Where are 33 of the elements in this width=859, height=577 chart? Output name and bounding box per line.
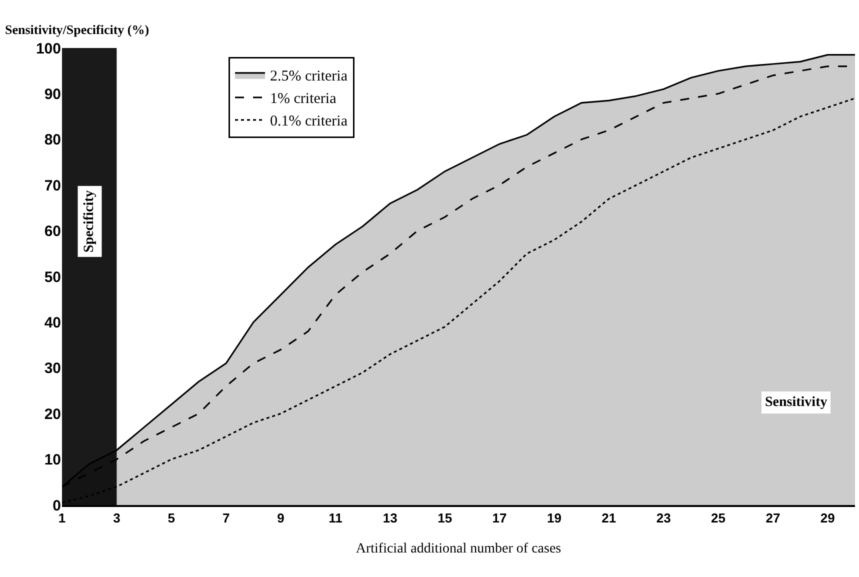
x-tick-label: 7: [222, 510, 230, 526]
y-tick-label: 30: [44, 360, 61, 378]
x-tick-label: 11: [328, 510, 342, 526]
legend-label: 2.5% criteria: [270, 68, 348, 85]
x-tick-label: 9: [277, 510, 284, 526]
y-axis-title: Sensitivity/Specificity (%): [5, 22, 150, 37]
x-axis-title: Artificial additional number of cases: [356, 541, 562, 556]
annotation: Sensitivity: [765, 395, 828, 410]
legend-label: 1% criteria: [270, 91, 337, 108]
y-tick-label: 60: [44, 223, 61, 240]
x-tick-label: 17: [492, 510, 507, 526]
x-tick-label: 3: [113, 510, 120, 526]
x-tick-label: 13: [382, 510, 398, 526]
x-tick-label: 29: [820, 510, 835, 526]
x-tick-label: 21: [602, 510, 616, 526]
y-tick-label: 90: [44, 86, 61, 103]
y-tick-label: 50: [44, 268, 61, 286]
band-label: Specificity: [82, 190, 98, 252]
y-tick-label: 0: [52, 497, 61, 514]
x-tick-label: 27: [766, 510, 780, 526]
y-tick-label: 40: [44, 314, 61, 332]
y-tick-label: 20: [44, 406, 61, 423]
x-tick-label: 5: [168, 510, 175, 526]
y-tick-label: 70: [44, 177, 61, 194]
x-tick-label: 19: [546, 510, 562, 526]
y-tick-label: 100: [36, 40, 61, 58]
y-tick-label: 10: [44, 452, 61, 469]
legend-label: 0.1% criteria: [270, 114, 348, 130]
x-tick-label: 1: [58, 510, 66, 526]
y-tick-label: 80: [44, 132, 61, 149]
x-tick-label: 25: [711, 510, 726, 526]
x-tick-label: 15: [438, 510, 452, 526]
x-tick-label: 23: [656, 510, 671, 526]
